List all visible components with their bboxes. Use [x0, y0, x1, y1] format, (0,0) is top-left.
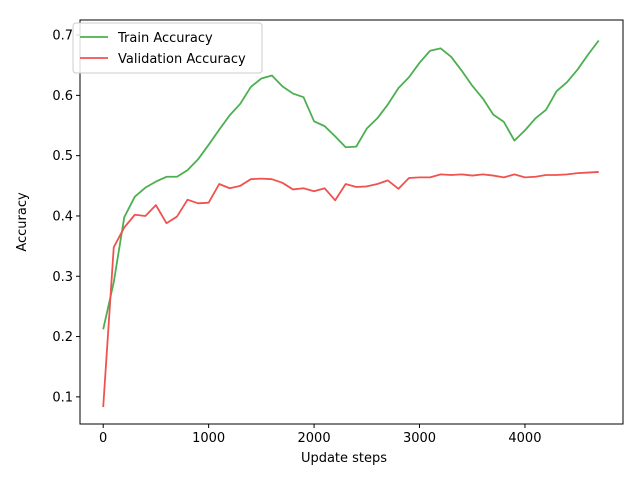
y-tick-label: 0.7 [52, 29, 73, 44]
x-tick-label: 1000 [192, 431, 225, 446]
y-tick-label: 0.6 [52, 89, 73, 104]
legend-label-validation: Validation Accuracy [118, 52, 246, 67]
x-axis-ticks: 0 1000 2000 3000 4000 [99, 424, 541, 446]
legend-box [72, 22, 263, 74]
series-line-0 [102, 39, 600, 330]
x-tick-label: 2000 [298, 431, 331, 446]
series-line-1 [102, 171, 599, 408]
y-tick-label: 0.5 [52, 149, 73, 164]
y-tick-label: 0.1 [52, 390, 73, 405]
y-axis-ticks: 0.1 0.2 0.3 0.4 0.5 0.6 0.7 [52, 29, 80, 405]
y-tick-label: 0.3 [52, 270, 73, 285]
legend: Train Accuracy Validation Accuracy [72, 22, 263, 74]
x-tick-label: 0 [99, 431, 107, 446]
series-layer [102, 39, 600, 408]
y-tick-label: 0.4 [52, 209, 73, 224]
x-tick-label: 3000 [403, 431, 436, 446]
y-tick-label: 0.2 [52, 330, 73, 345]
legend-label-train: Train Accuracy [117, 31, 213, 46]
x-axis-label: Update steps [301, 451, 387, 466]
plot-frame [79, 19, 624, 425]
y-axis-label: Accuracy [15, 192, 30, 252]
x-tick-label: 4000 [508, 431, 541, 446]
